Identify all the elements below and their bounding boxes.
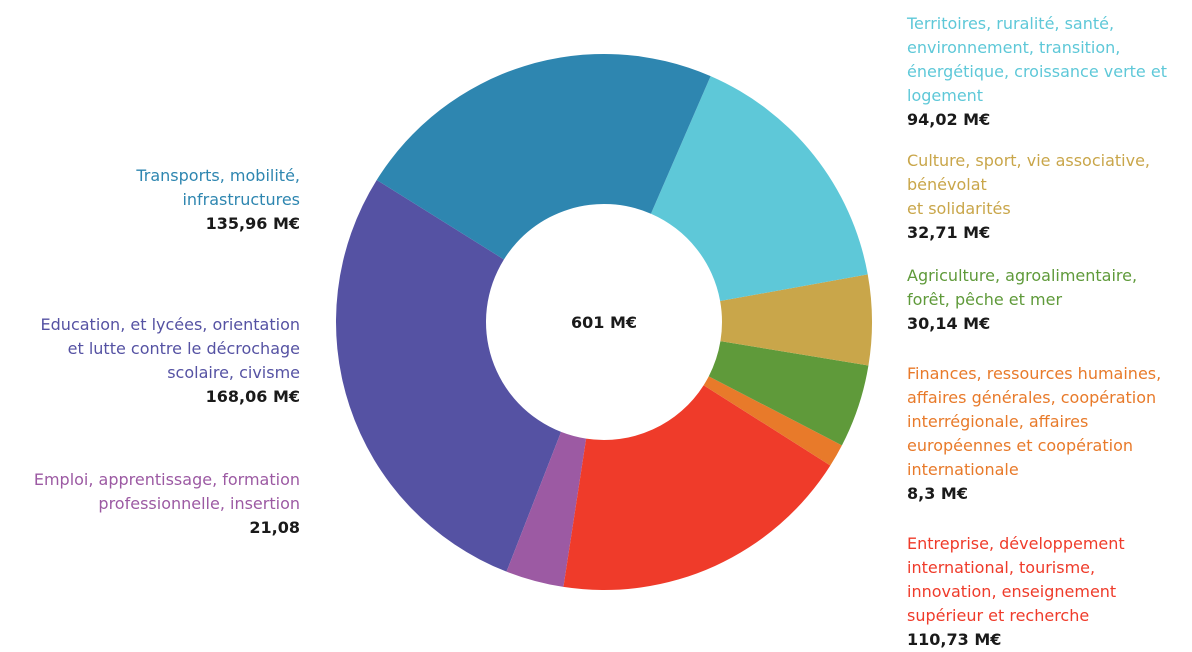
- donut-slice: [708, 341, 869, 446]
- value-label: 21,08: [249, 518, 300, 537]
- category-label: Territoires, ruralité, santé, environnem…: [907, 14, 1167, 105]
- value-label: 168,06 M€: [205, 387, 300, 406]
- value-label: 110,73 M€: [907, 630, 1002, 649]
- category-label: Entreprise, développement international,…: [907, 534, 1125, 625]
- category-label: Finances, ressources humaines, affaires …: [907, 364, 1162, 479]
- category-label: Transports, mobilité, infrastructures: [136, 166, 300, 209]
- center-label: 601 M€: [571, 313, 637, 332]
- donut-slice: [720, 274, 872, 366]
- donut-slice: [336, 179, 562, 572]
- legend-label: Finances, ressources humaines, affaires …: [907, 362, 1161, 506]
- donut-slice: [650, 76, 868, 302]
- donut-slice: [506, 431, 587, 587]
- legend-label: Territoires, ruralité, santé, environnem…: [907, 12, 1167, 132]
- legend-label: Entreprise, développement international,…: [907, 532, 1125, 652]
- legend-label: Emploi, apprentissage, formation profess…: [34, 468, 300, 540]
- legend-label: Education, et lycées, orientation et lut…: [41, 313, 300, 409]
- donut-slice: [703, 376, 842, 466]
- category-label: Emploi, apprentissage, formation profess…: [33, 470, 300, 513]
- category-label: Culture, sport, vie associative, bénévol…: [907, 151, 1150, 218]
- value-label: 94,02 M€: [907, 110, 991, 129]
- value-label: 32,71 M€: [907, 223, 991, 242]
- legend-label: Agriculture, agroalimentaire, forêt, pêc…: [907, 264, 1137, 336]
- category-label: Agriculture, agroalimentaire, forêt, pêc…: [907, 266, 1138, 309]
- donut-slice: [563, 385, 831, 590]
- value-label: 8,3 M€: [907, 484, 968, 503]
- value-label: 135,96 M€: [205, 214, 300, 233]
- value-label: 30,14 M€: [907, 314, 991, 333]
- donut-slice: [376, 54, 711, 260]
- legend-label: Culture, sport, vie associative, bénévol…: [907, 149, 1150, 245]
- category-label: Education, et lycées, orientation et lut…: [40, 315, 300, 382]
- legend-label: Transports, mobilité, infrastructures 135…: [136, 164, 300, 236]
